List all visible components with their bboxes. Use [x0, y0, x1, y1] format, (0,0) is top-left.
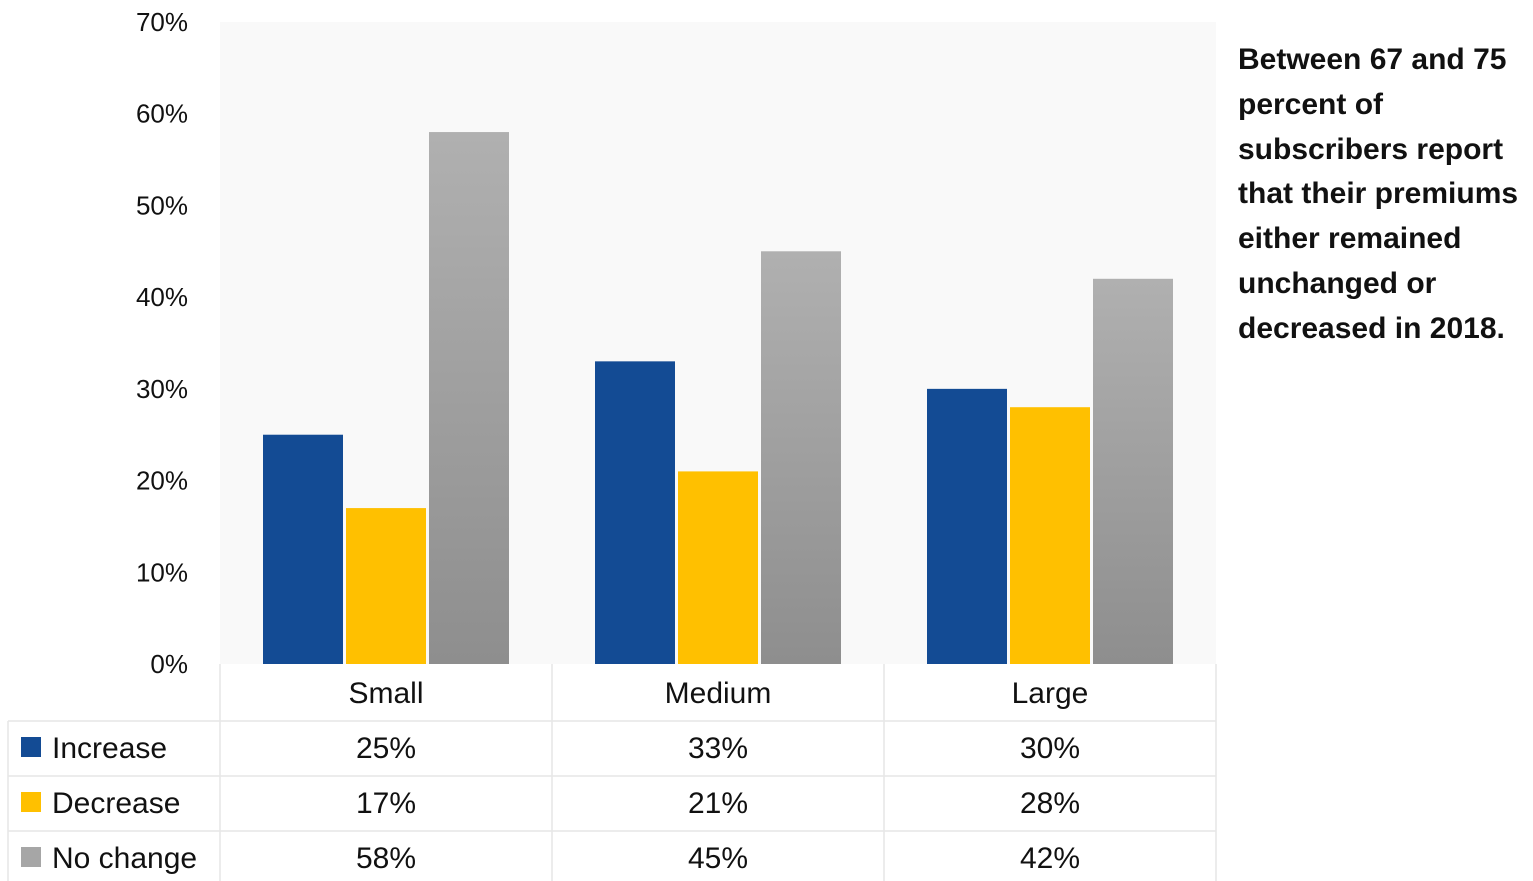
legend-label: Decrease — [52, 787, 180, 820]
bar-no-change — [761, 251, 841, 665]
data-label: 33% — [688, 732, 748, 765]
data-label: 28% — [1020, 787, 1080, 820]
legend-label: Increase — [52, 732, 167, 765]
y-tick-label: 60% — [136, 99, 188, 129]
bar-decrease — [1010, 407, 1090, 664]
data-table: Small Medium Large Increase 25% 33% 30% Decreas… — [7, 664, 1217, 881]
y-tick-label: 0% — [150, 649, 188, 679]
bars — [263, 132, 1173, 665]
data-label: 21% — [688, 787, 748, 820]
bar-increase — [263, 434, 343, 664]
bar-decrease — [346, 508, 426, 664]
bar-increase — [595, 361, 675, 664]
annotation-note: Between 67 and 75 percent of subscribers… — [1238, 43, 1519, 345]
y-tick-label: 50% — [136, 190, 188, 220]
y-tick-label: 10% — [136, 557, 188, 587]
y-tick-label: 40% — [136, 282, 188, 312]
bar-no-change — [1093, 278, 1173, 664]
data-label: 30% — [1020, 732, 1080, 765]
category-label: Small — [348, 677, 423, 710]
legend-label: No change — [52, 842, 197, 875]
legend-swatch — [21, 792, 41, 812]
data-label: 42% — [1020, 842, 1080, 875]
legend-swatch — [21, 737, 41, 757]
data-label: 58% — [356, 842, 416, 875]
y-tick-label: 20% — [136, 466, 188, 496]
data-label: 17% — [356, 787, 416, 820]
bar-no-change — [429, 132, 509, 665]
legend-swatch — [21, 847, 41, 867]
data-label: 25% — [356, 732, 416, 765]
bar-decrease — [678, 471, 758, 664]
category-label: Large — [1012, 677, 1089, 710]
bar-increase — [927, 388, 1007, 664]
y-tick-label: 70% — [136, 7, 188, 37]
y-tick-label: 30% — [136, 374, 188, 404]
data-label: 45% — [688, 842, 748, 875]
category-label: Medium — [665, 677, 772, 710]
y-axis: 0% 10% 20% 30% 40% 50% 60% 70% — [136, 7, 188, 679]
